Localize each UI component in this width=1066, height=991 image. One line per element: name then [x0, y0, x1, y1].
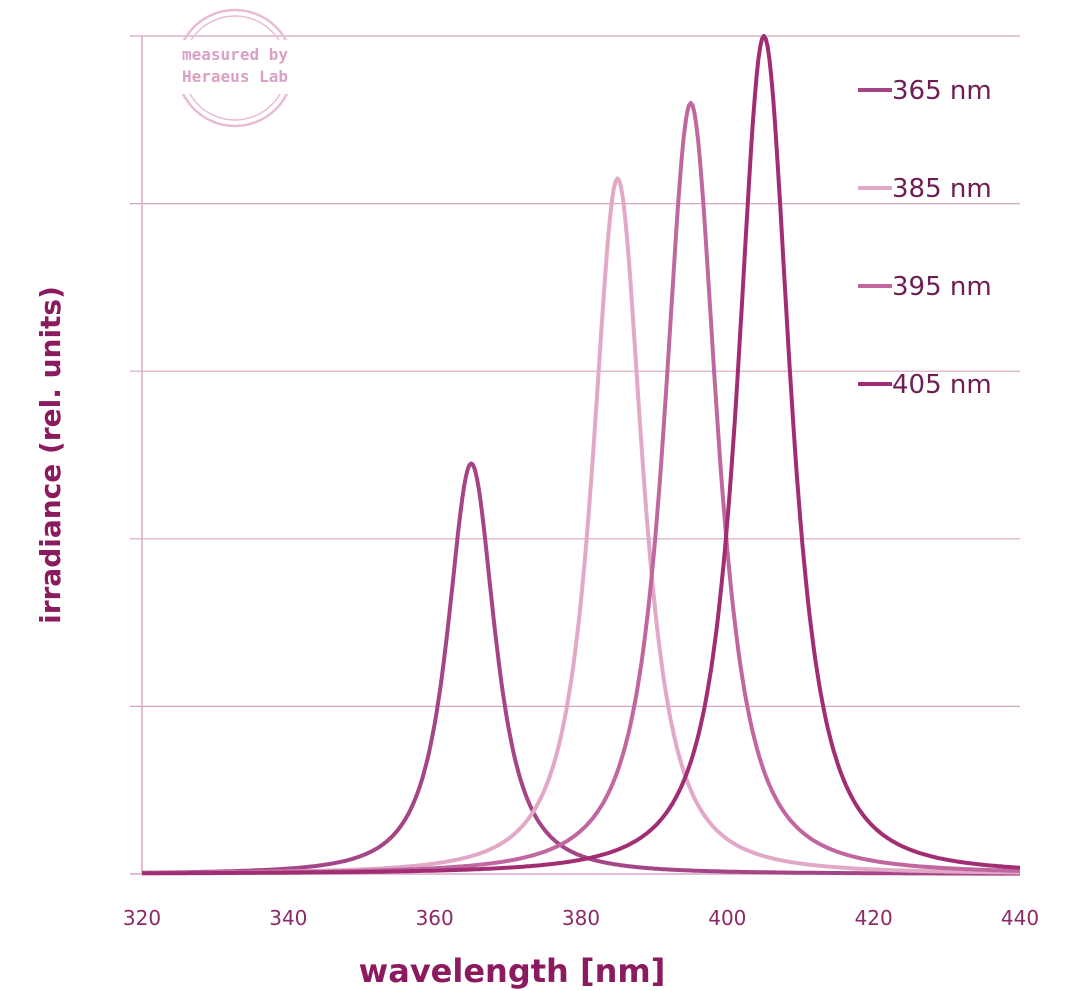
x-tick-label-440: 440 [1001, 906, 1039, 930]
watermark-stamp: measured by Heraeus Lab [172, 8, 298, 128]
legend: 365 nm 385 nm 395 nm 405 nm [858, 76, 992, 400]
x-tick-label-380: 380 [562, 906, 600, 930]
x-tick-label-400: 400 [708, 906, 746, 930]
y-axis-title: irradiance (rel. units) [34, 286, 67, 624]
legend-label-0: 365 nm [892, 76, 992, 106]
legend-label-2: 395 nm [892, 272, 992, 302]
x-tick-label-340: 340 [269, 906, 307, 930]
x-tick-label-360: 360 [416, 906, 454, 930]
stamp-line-1: measured by [182, 45, 288, 64]
series-curve-385-nm [141, 176, 1021, 875]
series-curve-365-nm [141, 461, 1021, 876]
stamp-line-2: Heraeus Lab [182, 67, 288, 86]
legend-label-3: 405 nm [892, 370, 992, 400]
legend-label-1: 385 nm [892, 174, 992, 204]
x-tick-labels: 320 340 360 380 400 420 440 [123, 906, 1039, 930]
x-axis-title: wavelength [nm] [359, 952, 666, 990]
series-curve-395-nm [141, 101, 1021, 876]
series-curve-405-nm [141, 34, 1021, 876]
x-tick-label-320: 320 [123, 906, 161, 930]
series-curves [141, 34, 1021, 876]
x-tick-label-420: 420 [855, 906, 893, 930]
gridlines [130, 35, 1020, 708]
